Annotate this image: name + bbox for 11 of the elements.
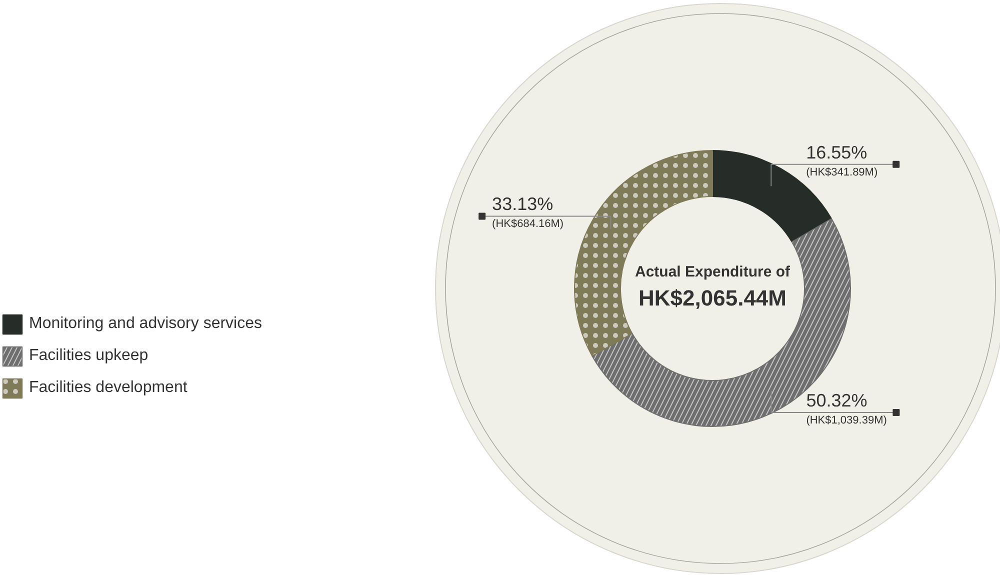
text: (HK$1,039.39M) (806, 414, 887, 427)
legend-label: Monitoring and advisory services (29, 315, 262, 333)
text: (HK$684.16M) (492, 218, 564, 230)
text: Actual Expenditure of (634, 264, 792, 280)
text: HK$2,065.44M (638, 286, 786, 310)
data-label: 33.13% (492, 194, 554, 214)
legend-label: Facilities upkeep (29, 347, 148, 365)
legend-label: Facilities development (29, 379, 188, 397)
data-label: 16.55% (806, 142, 868, 162)
text: (HK$341.89M) (806, 166, 878, 178)
data-label: 50.32% (806, 390, 868, 411)
